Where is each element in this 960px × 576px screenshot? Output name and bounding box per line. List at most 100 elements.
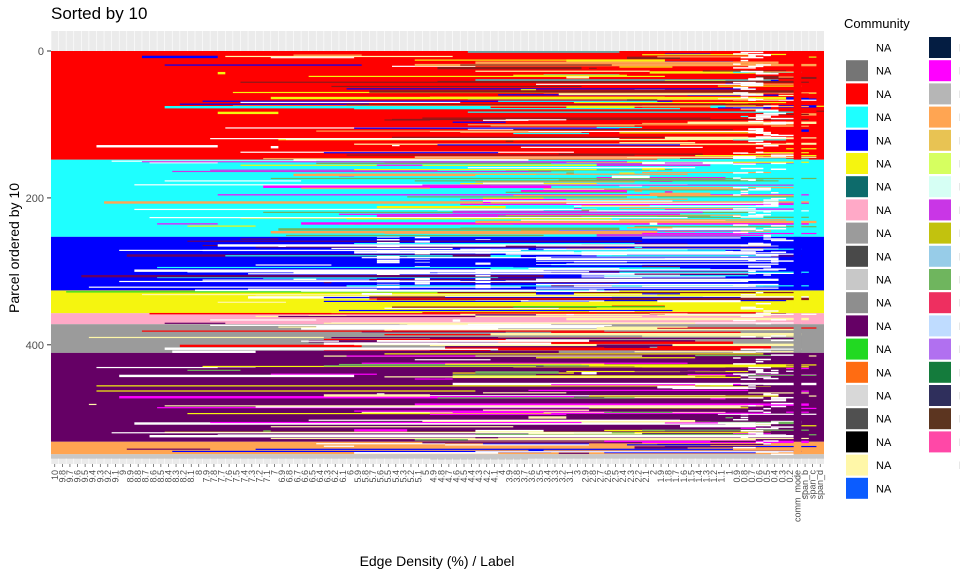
- heatmap-cell: [733, 418, 749, 421]
- heatmap-cell: [445, 444, 590, 446]
- heatmap-cell: [354, 108, 681, 110]
- heatmap-cell: [642, 237, 741, 239]
- heatmap-cell: [293, 271, 423, 274]
- heatmap-cell: [270, 96, 787, 100]
- heatmap-cell: [740, 190, 749, 193]
- legend-key: [929, 222, 951, 244]
- heatmap-cell: [755, 451, 779, 453]
- heatmap-cell: [755, 254, 779, 256]
- heatmap-cell: [604, 452, 756, 454]
- heatmap-cell: [755, 152, 809, 154]
- heatmap-cell: [384, 307, 559, 309]
- heatmap-cell: [733, 231, 749, 234]
- heatmap-cell: [467, 124, 794, 126]
- legend-key: [846, 454, 868, 476]
- heatmap-cell: [498, 100, 658, 102]
- heatmap-cell: [763, 238, 787, 240]
- x-tick-label: 8: [194, 470, 204, 475]
- heatmap-cell: [733, 186, 749, 189]
- heatmap-cell: [376, 280, 400, 282]
- heatmap-cell: [740, 315, 764, 317]
- x-axis: 109.89.79.69.59.49.39.29.198.98.88.78.68…: [50, 464, 825, 522]
- heatmap-cell: [581, 372, 597, 375]
- heatmap-cell: [755, 371, 779, 374]
- heatmap-cell: [755, 129, 764, 132]
- heatmap-cell: [740, 436, 749, 439]
- x-tick-label: 1.6: [679, 470, 689, 483]
- legend-label: NA: [876, 367, 892, 379]
- heatmap-cell: [361, 257, 552, 259]
- heatmap-cell: [520, 300, 605, 302]
- heatmap-cell: [414, 403, 809, 406]
- heatmap-cell: [460, 281, 620, 283]
- heatmap-cell: [164, 347, 559, 350]
- heatmap-cell: [657, 443, 771, 446]
- heatmap-cell: [770, 402, 794, 405]
- x-tick-label: 8.9: [126, 470, 136, 483]
- heatmap-cell: [323, 300, 590, 302]
- heatmap-cell: [414, 156, 764, 158]
- heatmap-cell: [376, 259, 400, 262]
- legend-key: [929, 83, 951, 105]
- heatmap-cell: [672, 386, 749, 390]
- heatmap-cell: [770, 225, 787, 227]
- heatmap-cell: [763, 399, 787, 402]
- x-tick-label: 7.1: [262, 470, 272, 483]
- x-tick-label: 3.1: [565, 470, 575, 483]
- heatmap-cell: [460, 313, 650, 315]
- heatmap-cell: [748, 366, 771, 369]
- heatmap-cell: [323, 322, 696, 324]
- heatmap-cell: [770, 155, 787, 157]
- heatmap-cell: [270, 231, 658, 234]
- x-tick-label: 4.2: [482, 470, 492, 483]
- heatmap-cell: [566, 250, 734, 253]
- heatmap-cell: [429, 412, 771, 414]
- heatmap-cell: [816, 105, 824, 107]
- heatmap-cell: [414, 236, 430, 239]
- heatmap-cell: [202, 279, 461, 281]
- heatmap-cell: [763, 268, 787, 270]
- x-tick-label: 2: [648, 470, 658, 475]
- heatmap-cell: [210, 138, 620, 140]
- heatmap-cell: [770, 162, 787, 165]
- heatmap-cell: [733, 172, 749, 174]
- heatmap-cell: [558, 179, 764, 181]
- heatmap-cell: [338, 213, 681, 215]
- heatmap-cell: [717, 138, 756, 140]
- heatmap-cell: [323, 394, 430, 397]
- heatmap-cell: [626, 227, 673, 229]
- heatmap-cell: [748, 270, 756, 273]
- heatmap-cell: [361, 362, 688, 364]
- legend-key: [846, 222, 868, 244]
- heatmap-cell: [513, 132, 590, 135]
- heatmap-cell: [376, 250, 400, 253]
- heatmap-cell: [770, 125, 809, 127]
- heatmap-cell: [429, 458, 529, 460]
- heatmap-cell: [536, 286, 779, 288]
- heatmap-cell: [649, 268, 711, 270]
- x-tick-label: 2.7: [595, 470, 605, 483]
- heatmap-cell: [437, 209, 544, 211]
- heatmap-cell: [763, 443, 771, 445]
- heatmap-cell: [596, 327, 817, 329]
- heatmap-cell: [96, 390, 476, 392]
- heatmap-cell: [217, 244, 771, 247]
- legend-label: NA: [876, 43, 892, 55]
- heatmap-cell: [634, 98, 787, 101]
- heatmap-cell: [384, 232, 468, 234]
- heatmap-cell: [763, 83, 794, 85]
- heatmap-cell: [141, 330, 605, 332]
- heatmap-cell: [475, 252, 491, 254]
- heatmap-cell: [755, 436, 764, 439]
- heatmap-cell: [733, 387, 756, 389]
- legend-label: NA: [876, 344, 892, 356]
- heatmap-cell: [331, 85, 582, 88]
- heatmap-cell: [649, 71, 771, 74]
- heatmap-cell: [543, 249, 688, 251]
- heatmap-cell: [285, 138, 734, 141]
- heatmap-cell: [376, 393, 385, 395]
- heatmap-cell: [581, 254, 627, 256]
- heatmap-cell: [369, 298, 612, 300]
- heatmap-cell: [210, 169, 438, 171]
- heatmap-cell: [748, 99, 756, 101]
